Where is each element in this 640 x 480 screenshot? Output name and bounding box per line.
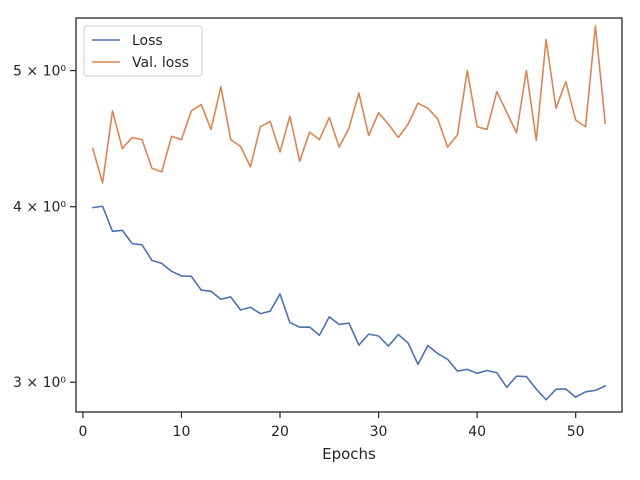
x-tick-label: 20 [271, 424, 289, 440]
legend-label: Loss [132, 33, 163, 49]
x-tick-label: 0 [78, 424, 87, 440]
series-line-0 [91, 205, 607, 401]
y-tick-label: 3 × 10⁰ [13, 375, 66, 391]
x-axis-label: Epochs [322, 445, 376, 463]
series-line-1 [91, 25, 607, 184]
x-tick-label: 40 [468, 424, 486, 440]
y-tick-label: 5 × 10⁰ [13, 64, 66, 80]
x-tick-label: 50 [567, 424, 585, 440]
x-tick-label: 30 [370, 424, 388, 440]
y-tick-label: 4 × 10⁰ [13, 200, 66, 216]
plot-frame [75, 17, 623, 413]
series-layer [91, 25, 607, 401]
legend-box [83, 25, 203, 77]
y-axis: 3 × 10⁰ 4 × 10⁰ 5 × 10⁰ [13, 64, 76, 391]
x-axis: 0 10 20 30 40 50 [78, 412, 585, 440]
x-tick-label: 10 [173, 424, 191, 440]
legend: Loss Val. loss [83, 25, 203, 77]
legend-label: Val. loss [132, 55, 189, 71]
